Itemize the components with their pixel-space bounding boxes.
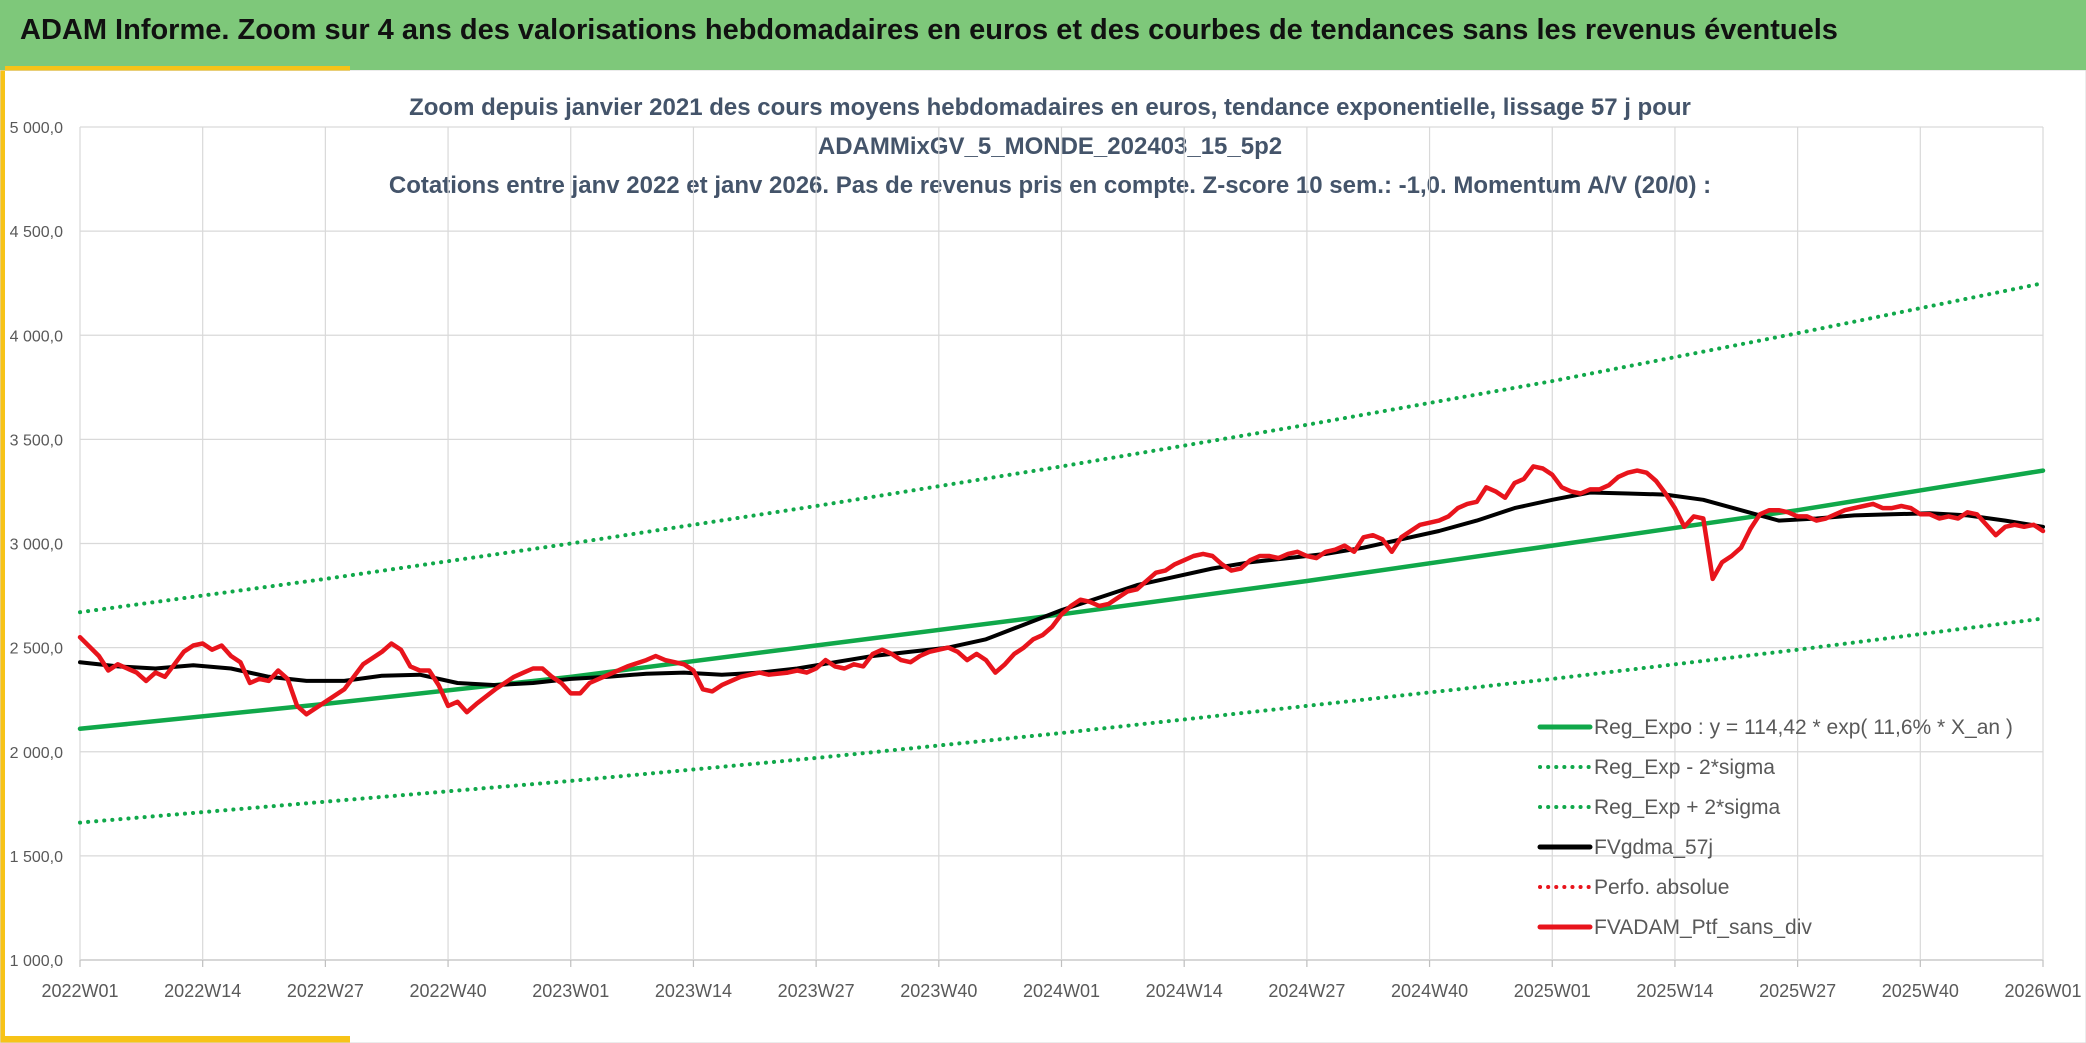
header-title: ADAM Informe. Zoom sur 4 ans des valoris… [20, 14, 1838, 46]
x-tick-label: 2024W40 [1391, 981, 1468, 1001]
y-tick-label: 3 000,0 [10, 537, 63, 554]
y-tick-label: 5 000,0 [10, 120, 63, 137]
y-tick-label: 1 000,0 [10, 953, 63, 970]
x-tick-label: 2022W40 [410, 981, 487, 1001]
accent-left-bar [0, 70, 5, 1043]
series-group [77, 281, 2046, 825]
legend-label: Perfo. absolue [1594, 876, 1729, 899]
y-tick-label: 4 000,0 [10, 328, 63, 345]
y-axis-ticks: 1 000,0 1 500,0 2 000,0 2 500,0 3 000,0 3 500… [10, 120, 63, 970]
x-tick-label: 2022W14 [164, 981, 241, 1001]
x-tick-label: 2023W14 [655, 981, 732, 1001]
y-tick-label: 4 500,0 [10, 224, 63, 241]
x-tick-label: 2023W01 [532, 981, 609, 1001]
x-tick-label: 2023W40 [900, 981, 977, 1001]
legend: Reg_Expo : y = 114,42 * exp( 11,6% * X_a… [1537, 716, 2013, 939]
x-tick-label: 2025W01 [1514, 981, 1591, 1001]
legend-label: FVADAM_Ptf_sans_div [1594, 916, 1812, 939]
y-tick-label: 2 500,0 [10, 641, 63, 658]
accent-top-strip [5, 66, 350, 71]
y-tick-label: 3 500,0 [10, 432, 63, 449]
legend-label: Reg_Expo : y = 114,42 * exp( 11,6% * X_a… [1594, 716, 2013, 739]
header-banner: ADAM Informe. Zoom sur 4 ans des valoris… [0, 0, 2086, 70]
x-tick-label: 2024W14 [1146, 981, 1223, 1001]
chart: Zoom depuis janvier 2021 des cours moyen… [0, 70, 2086, 1043]
series-line-1 [78, 616, 2045, 825]
accent-bottom-strip [5, 1036, 350, 1043]
x-tick-label: 2024W27 [1268, 981, 1345, 1001]
legend-label: Reg_Exp - 2*sigma [1594, 756, 1775, 779]
x-tick-label: 2022W27 [287, 981, 364, 1001]
chart-title-line-3: Cotations entre janv 2022 et janv 2026. … [389, 172, 1711, 199]
grid [79, 126, 2044, 967]
series-line-3 [78, 490, 2045, 688]
series-line-5 [77, 464, 2046, 717]
chart-title-line-2: ADAMMixGV_5_MONDE_202403_15_5p2 [818, 133, 1282, 160]
series-line-2 [78, 281, 2045, 615]
x-tick-label: 2025W14 [1636, 981, 1713, 1001]
x-tick-label: 2024W01 [1023, 981, 1100, 1001]
y-tick-label: 1 500,0 [10, 849, 63, 866]
y-tick-label: 2 000,0 [10, 745, 63, 762]
legend-label: Reg_Exp + 2*sigma [1594, 796, 1781, 819]
title-block: Zoom depuis janvier 2021 des cours moyen… [389, 94, 1711, 199]
legend-label: FVgdma_57j [1594, 836, 1713, 859]
x-tick-label: 2025W27 [1759, 981, 1836, 1001]
x-tick-label: 2022W01 [41, 981, 118, 1001]
chart-border [0, 70, 2086, 1043]
x-tick-label: 2023W27 [778, 981, 855, 1001]
x-tick-label: 2026W01 [2004, 981, 2081, 1001]
chart-title-line-1: Zoom depuis janvier 2021 des cours moyen… [409, 94, 1691, 121]
x-axis-ticks: 2022W01 2022W14 2022W27 2022W40 2023W01 2023W… [41, 981, 2081, 1001]
x-tick-label: 2025W40 [1882, 981, 1959, 1001]
